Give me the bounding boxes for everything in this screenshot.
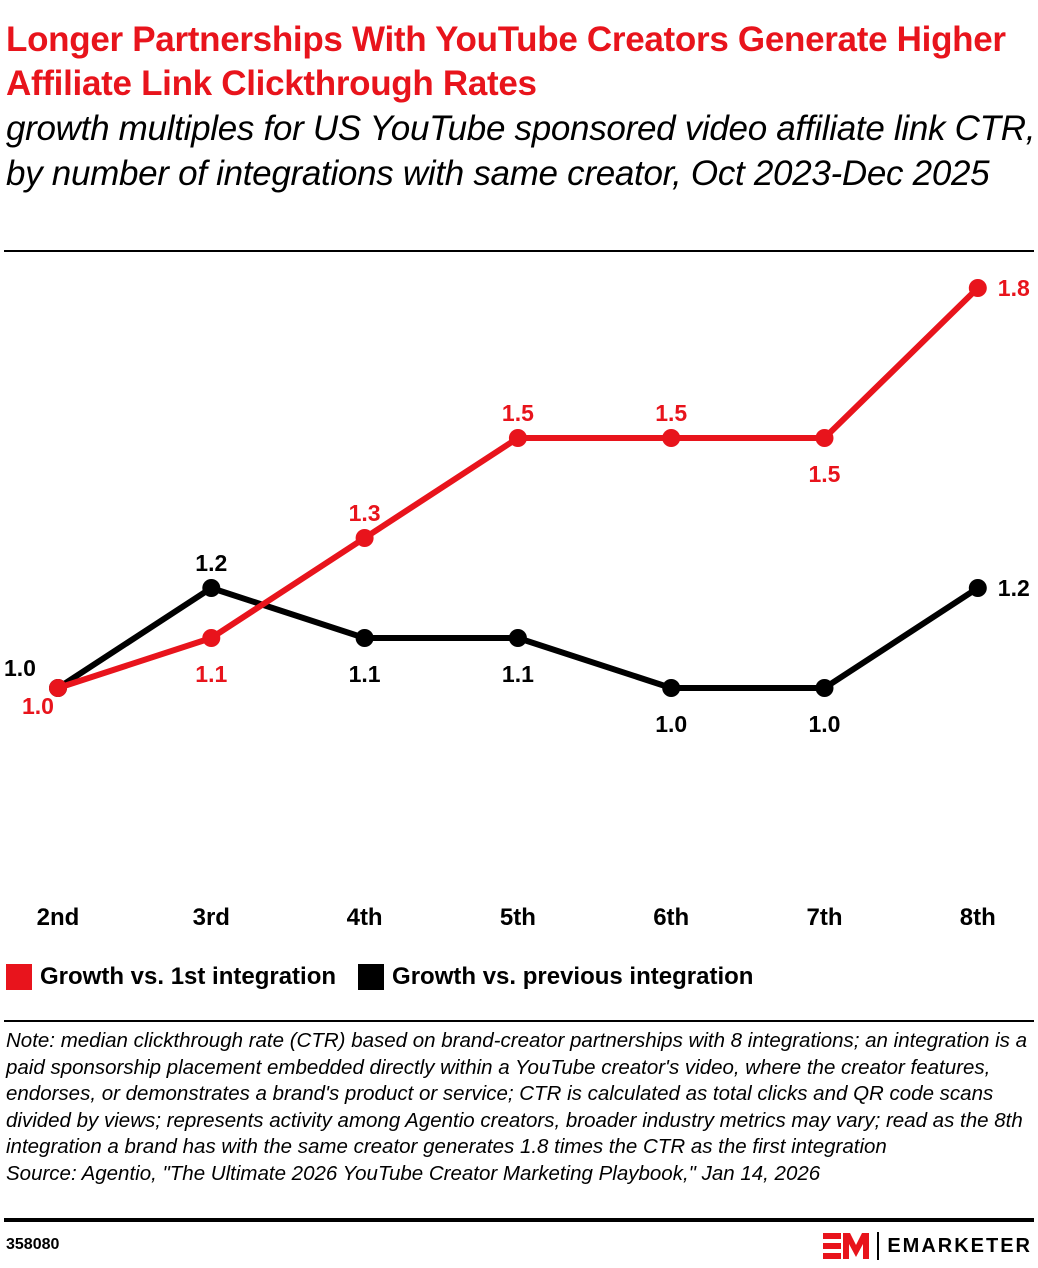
data-label: 1.8: [998, 275, 1030, 301]
legend: Growth vs. 1st integration Growth vs. pr…: [6, 963, 753, 991]
divider: [4, 1020, 1034, 1022]
chart-subtitle: growth multiples for US YouTube sponsore…: [6, 109, 1036, 193]
data-point: [815, 679, 834, 697]
data-point: [49, 679, 67, 697]
data-point: [202, 629, 221, 647]
note-text: Note: median clickthrough rate (CTR) bas…: [6, 1029, 1027, 1159]
data-point: [662, 429, 681, 447]
x-tick-label: 3rd: [193, 904, 230, 931]
x-tick-label: 6th: [653, 904, 689, 931]
brand-name: EMARKETER: [887, 1234, 1032, 1257]
em-logo-icon: [823, 1233, 870, 1259]
x-tick-label: 2nd: [37, 904, 80, 931]
data-point: [508, 429, 527, 447]
chart-id: 358080: [6, 1236, 60, 1253]
data-point: [815, 429, 834, 447]
data-point: [968, 579, 987, 597]
emarketer-logo: EMARKETER: [823, 1232, 1032, 1260]
footnote: Note: median clickthrough rate (CTR) bas…: [6, 1028, 1036, 1188]
data-label: 1.0: [655, 711, 687, 737]
legend-swatch: [358, 964, 385, 990]
data-label: 1.5: [809, 461, 841, 487]
data-point: [355, 529, 374, 547]
x-tick-label: 8th: [960, 904, 996, 931]
divider: [4, 1218, 1034, 1222]
divider: [4, 250, 1034, 252]
series-line: [57, 285, 980, 691]
data-point: [355, 629, 374, 647]
data-point: [202, 579, 221, 597]
chart-title: Longer Partnerships With YouTube Creator…: [6, 20, 1006, 103]
data-point: [662, 679, 681, 697]
data-label: 1.1: [502, 661, 534, 687]
data-point: [508, 629, 527, 647]
source-text: Source: Agentio, "The Ultimate 2026 YouT…: [6, 1161, 821, 1185]
line-chart: 2nd 3rd 4th 5th 6th 7th 8th 1.0 1.1 1.3 1.5 1.5 1.5 1…: [4, 275, 1030, 931]
x-tick-label: 4th: [347, 904, 383, 931]
data-label: 1.5: [655, 400, 687, 426]
legend-item-growth-vs-previous: Growth vs. previous integration: [358, 963, 753, 991]
data-label: 1.0: [22, 693, 54, 719]
data-label: 1.0: [809, 711, 841, 737]
data-point: [968, 279, 987, 297]
data-label: 1.2: [998, 575, 1030, 601]
legend-label: Growth vs. 1st integration: [40, 963, 337, 990]
legend-label: Growth vs. previous integration: [392, 963, 754, 990]
legend-swatch: [6, 964, 32, 990]
data-label: 1.1: [349, 661, 381, 687]
data-label: 1.5: [502, 400, 534, 426]
legend-item-growth-vs-1st: Growth vs. 1st integration: [6, 963, 336, 991]
data-label: 1.3: [349, 500, 381, 526]
data-label: 1.0: [4, 655, 36, 681]
x-tick-label: 5th: [500, 904, 536, 931]
logo-divider: [877, 1232, 880, 1260]
data-label: 1.1: [195, 661, 227, 687]
x-tick-label: 7th: [807, 904, 843, 931]
data-label: 1.2: [195, 550, 227, 576]
